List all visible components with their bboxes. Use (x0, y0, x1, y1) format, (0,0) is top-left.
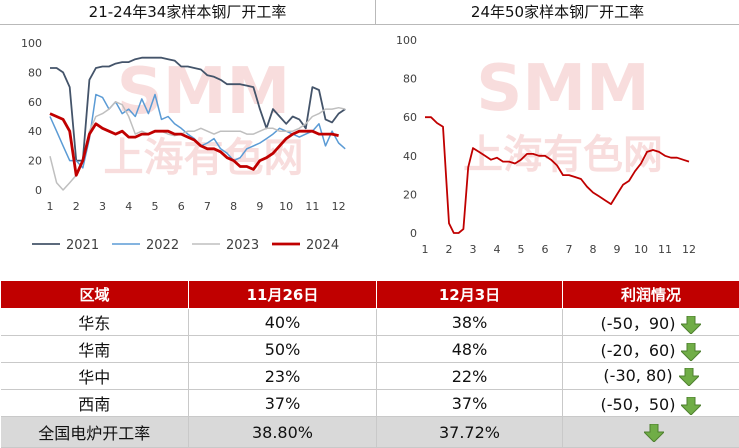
x-tick-label: 8 (230, 200, 237, 213)
profit-range: (-50，90) (601, 314, 676, 333)
y-tick-label: 80 (28, 66, 42, 79)
x-tick-label: 9 (256, 200, 263, 213)
dec3-cell: 22% (377, 363, 563, 390)
profit-cell: (-50，90) (563, 309, 739, 336)
x-tick-label: 1 (47, 200, 54, 213)
x-tick-label: 5 (518, 243, 525, 256)
header-region: 区域 (1, 281, 189, 309)
down-arrow-icon (681, 397, 701, 415)
down-arrow-icon (681, 343, 701, 361)
chart-legend: 2021 2022 2023 2024 (32, 238, 339, 253)
x-tick-label: 12 (682, 243, 696, 256)
header-profit: 利润情况 (563, 281, 739, 309)
watermark-brand: SMM (476, 52, 649, 126)
watermark-text: 上海有色网 (463, 132, 663, 178)
x-tick-label: 2 (446, 243, 453, 256)
profit-range: (-20，60) (601, 341, 676, 360)
nov26-cell: 40% (189, 309, 377, 336)
y-tick-label: 20 (403, 188, 417, 201)
x-tick-label: 4 (494, 243, 501, 256)
left-chart-title: 21-24年34家样本钢厂开工率 (0, 0, 376, 25)
x-tick-label: 2 (73, 200, 80, 213)
x-tick-label: 1 (422, 243, 429, 256)
x-tick-label: 10 (634, 243, 648, 256)
x-tick-label: 11 (658, 243, 672, 256)
x-tick-label: 8 (590, 243, 597, 256)
dec3-cell: 38% (377, 309, 563, 336)
down-arrow-icon (681, 316, 701, 334)
y-tick-label: 100 (21, 37, 42, 50)
region-cell: 西南 (1, 390, 189, 417)
x-tick-label: 7 (204, 200, 211, 213)
x-tick-label: 6 (542, 243, 549, 256)
y-tick-label: 80 (403, 73, 417, 86)
watermark-brand: SMM (117, 55, 290, 129)
x-tick-label: 11 (305, 200, 319, 213)
y-tick-label: 0 (35, 184, 42, 197)
y-tick-label: 60 (403, 111, 417, 124)
nov26-cell: 50% (189, 336, 377, 363)
x-tick-label: 9 (614, 243, 621, 256)
dec3-cell: 37% (377, 390, 563, 417)
y-tick-label: 0 (410, 227, 417, 240)
right-chart-title: 24年50家样本钢厂开工率 (376, 0, 739, 25)
dec3-cell: 48% (377, 336, 563, 363)
down-arrow-icon (644, 424, 664, 442)
legend-label-2022: 2022 (146, 238, 179, 253)
legend-label-2021: 2021 (66, 238, 99, 253)
x-tick-label: 12 (332, 200, 346, 213)
nov26-cell: 37% (189, 390, 377, 417)
nov26-cell: 23% (189, 363, 377, 390)
x-tick-label: 4 (125, 200, 132, 213)
profit-cell: (-50，50) (563, 390, 739, 417)
profit-range: (-50，50) (601, 395, 676, 414)
x-tick-label: 6 (178, 200, 185, 213)
y-tick-label: 100 (396, 34, 417, 47)
header-dec3: 12月3日 (377, 281, 563, 309)
down-arrow-icon (679, 368, 699, 386)
legend-label-2024: 2024 (306, 238, 339, 253)
watermark: SMM 上海有色网 (104, 55, 304, 181)
header-nov26: 11月26日 (189, 281, 377, 309)
region-cell: 华中 (1, 363, 189, 390)
x-tick-label: 3 (99, 200, 106, 213)
profit-cell: (-30, 80) (563, 363, 739, 390)
x-tick-label: 5 (151, 200, 158, 213)
y-tick-label: 60 (28, 96, 42, 109)
profit-range: (-30, 80) (603, 366, 672, 385)
watermark-text: 上海有色网 (104, 135, 304, 181)
y-tick-label: 40 (403, 150, 417, 163)
y-tick-label: 40 (28, 125, 42, 138)
region-cell: 华东 (1, 309, 189, 336)
y-tick-label: 20 (28, 155, 42, 168)
legend-label-2023: 2023 (226, 238, 259, 253)
x-tick-label: 3 (470, 243, 477, 256)
table-header-row: 区域 11月26日 12月3日 利润情况 (1, 281, 739, 309)
x-tick-label: 10 (279, 200, 293, 213)
x-tick-label: 7 (566, 243, 573, 256)
region-cell: 华南 (1, 336, 189, 363)
profit-cell: (-20，60) (563, 336, 739, 363)
